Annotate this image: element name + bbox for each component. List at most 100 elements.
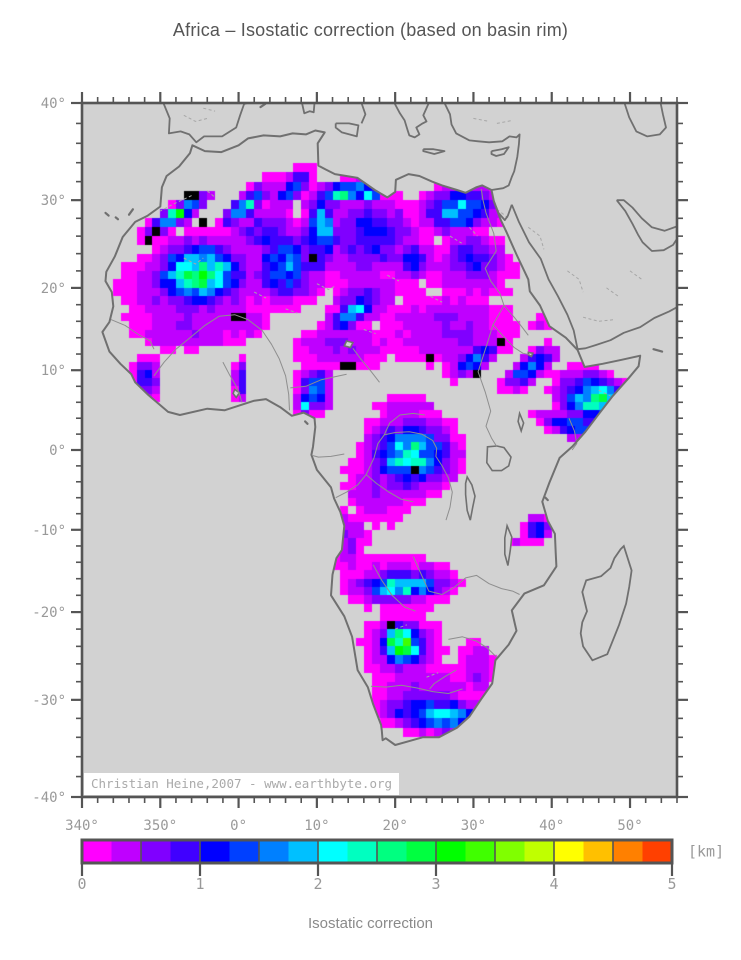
africa-coastline <box>101 129 642 746</box>
coastline <box>162 102 248 144</box>
lat-tick-label: 40° <box>41 96 66 112</box>
colorbar-cell <box>170 840 201 863</box>
colorbar-cell <box>229 840 260 863</box>
river-line <box>383 412 425 436</box>
island-mark <box>304 420 309 425</box>
river-line <box>335 431 453 521</box>
colorbar-tick-label: 5 <box>667 875 676 893</box>
coastline <box>615 199 678 252</box>
colorbar-cell <box>200 840 230 863</box>
river-line <box>503 305 529 336</box>
colorbar-cell <box>318 840 348 863</box>
intermittent-stream-line <box>160 195 192 212</box>
coastline <box>623 102 667 138</box>
colorbar-cell <box>406 840 437 863</box>
colorbar-tick-label: 0 <box>77 875 86 893</box>
colorbar-unit-label: [km] <box>688 843 724 861</box>
colorbar-cell <box>613 840 643 863</box>
lat-tick-label: 20° <box>41 281 66 297</box>
intermittent-stream-line <box>449 235 462 244</box>
river-line <box>448 636 497 658</box>
river-line <box>372 564 416 612</box>
colorbar-cell <box>554 840 584 863</box>
lat-tick-label: 30° <box>41 193 66 209</box>
intermittent-stream-line <box>430 295 443 303</box>
colorbar-cell <box>377 840 407 863</box>
intermittent-stream-line <box>316 283 337 291</box>
colorbar-cell <box>524 840 555 863</box>
coastline <box>616 199 678 232</box>
intermittent-stream-line <box>567 270 584 293</box>
lake-outline <box>464 474 476 521</box>
colorbar-tick-label: 1 <box>195 875 204 893</box>
colorbar-cell <box>141 840 171 863</box>
island-mark <box>104 211 110 217</box>
island-mark <box>114 216 120 221</box>
coastline <box>360 102 367 124</box>
coastline <box>393 102 430 139</box>
lon-tick-label: 340° <box>65 818 99 834</box>
intermittent-stream-line <box>496 119 513 124</box>
intermittent-stream-line <box>598 389 611 397</box>
lake-outline <box>517 410 525 434</box>
island-mark <box>127 208 134 216</box>
intermittent-stream-line <box>527 226 545 250</box>
colorbar-cell <box>259 840 289 863</box>
colorbar-cell <box>436 840 466 863</box>
colorbar-cell <box>111 840 142 863</box>
map-frame <box>80 101 679 799</box>
intermittent-stream-line <box>387 274 400 282</box>
intermittent-stream-line <box>183 257 204 265</box>
intermittent-stream-line <box>582 316 615 322</box>
river-line <box>429 669 457 690</box>
intermittent-stream-line <box>253 291 267 299</box>
colorbar-tick-label: 3 <box>431 875 440 893</box>
lon-tick-label: 10° <box>304 818 329 834</box>
colorbar-cell <box>465 840 496 863</box>
colorbar-cell <box>583 840 614 863</box>
intermittent-stream-line <box>469 226 478 237</box>
river-line <box>352 348 380 383</box>
coastline <box>334 122 360 138</box>
lon-tick-label: 0° <box>230 818 247 834</box>
coastline <box>443 102 521 191</box>
coastline <box>492 200 513 221</box>
lon-tick-label: 50° <box>617 818 642 834</box>
colorbar-frame <box>80 838 674 865</box>
lake-outline <box>343 340 355 349</box>
lake-outline <box>485 445 512 472</box>
intermittent-stream-line <box>206 190 216 198</box>
island-mark <box>544 496 549 502</box>
madagascar-coastline <box>579 544 633 662</box>
river-line <box>568 418 578 451</box>
lat-tick-label: 0° <box>49 443 66 459</box>
lon-tick-label: 20° <box>383 818 408 834</box>
intermittent-stream-line <box>285 308 298 314</box>
colorbar-tick-label: 4 <box>549 875 558 893</box>
river-line <box>290 373 347 389</box>
lon-tick-label: 350° <box>143 818 177 834</box>
river-line <box>222 361 243 403</box>
attribution-box: Christian Heine,2007 - www.earthbyte.org <box>84 773 400 795</box>
colorbar-cell <box>82 840 112 863</box>
coastline <box>510 204 678 351</box>
river-line <box>153 314 290 411</box>
colorbar-cell <box>642 840 673 863</box>
intermittent-stream-line <box>426 672 439 678</box>
river-line <box>110 319 155 350</box>
colorbar-tick-label: 2 <box>313 875 322 893</box>
colorbar-cell <box>347 840 378 863</box>
river-line <box>370 684 463 694</box>
lat-tick-label: -30° <box>32 693 66 709</box>
intermittent-stream-line <box>203 107 216 112</box>
intermittent-stream-line <box>363 329 376 335</box>
colorbar-caption: Isostatic correction <box>307 915 434 932</box>
intermittent-stream-line <box>183 114 208 122</box>
river-line <box>412 556 520 595</box>
coastline <box>422 148 446 155</box>
lon-tick-label: 30° <box>461 818 486 834</box>
river-line <box>492 324 530 356</box>
lake-outline <box>504 523 513 566</box>
